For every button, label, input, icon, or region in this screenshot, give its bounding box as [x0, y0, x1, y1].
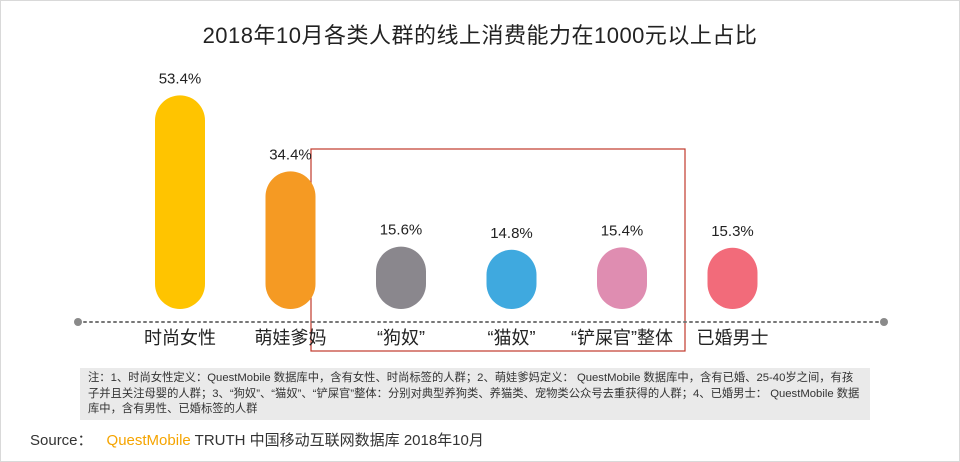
source-text: TRUTH 中国移动互联网数据库 2018年10月: [194, 432, 484, 449]
category-label: “猫奴”: [488, 328, 536, 348]
source-line: Source： QuestMobile TRUTH 中国移动互联网数据库 2018…: [30, 429, 484, 450]
bar-value-label: 15.3%: [711, 223, 754, 240]
category-label: “铲屎官”整体: [571, 328, 673, 348]
bar: [707, 247, 758, 309]
footnote-text: 注：1、时尚女性定义：QuestMobile 数据库中，含有女性、时尚标签的人群…: [88, 372, 860, 415]
bar: [376, 246, 426, 309]
category-label: 已婚男士: [697, 328, 769, 348]
bar-value-label: 14.8%: [490, 225, 533, 242]
chart-title: 2018年10月各类人群的线上消费能力在1000元以上占比: [202, 23, 758, 48]
bar-value-label: 53.4%: [159, 70, 202, 87]
category-label: “狗奴”: [377, 328, 425, 348]
bar: [597, 247, 647, 309]
footnote-box: 注：1、时尚女性定义：QuestMobile 数据库中，含有女性、时尚标签的人群…: [80, 368, 870, 420]
bar-value-label: 34.4%: [269, 146, 312, 163]
bar-value-label: 15.6%: [380, 222, 423, 239]
source-brand: QuestMobile: [106, 432, 191, 449]
bar: [486, 249, 537, 309]
bar: [155, 95, 205, 310]
bar-value-label: 15.4%: [601, 222, 644, 239]
category-label: 时尚女性: [144, 328, 216, 348]
x-axis-start-cap: [74, 318, 82, 326]
bar: [265, 171, 316, 309]
x-axis-end-cap: [880, 318, 888, 326]
source-label: Source：: [30, 432, 93, 449]
category-label: 萌娃爹妈: [255, 328, 327, 348]
